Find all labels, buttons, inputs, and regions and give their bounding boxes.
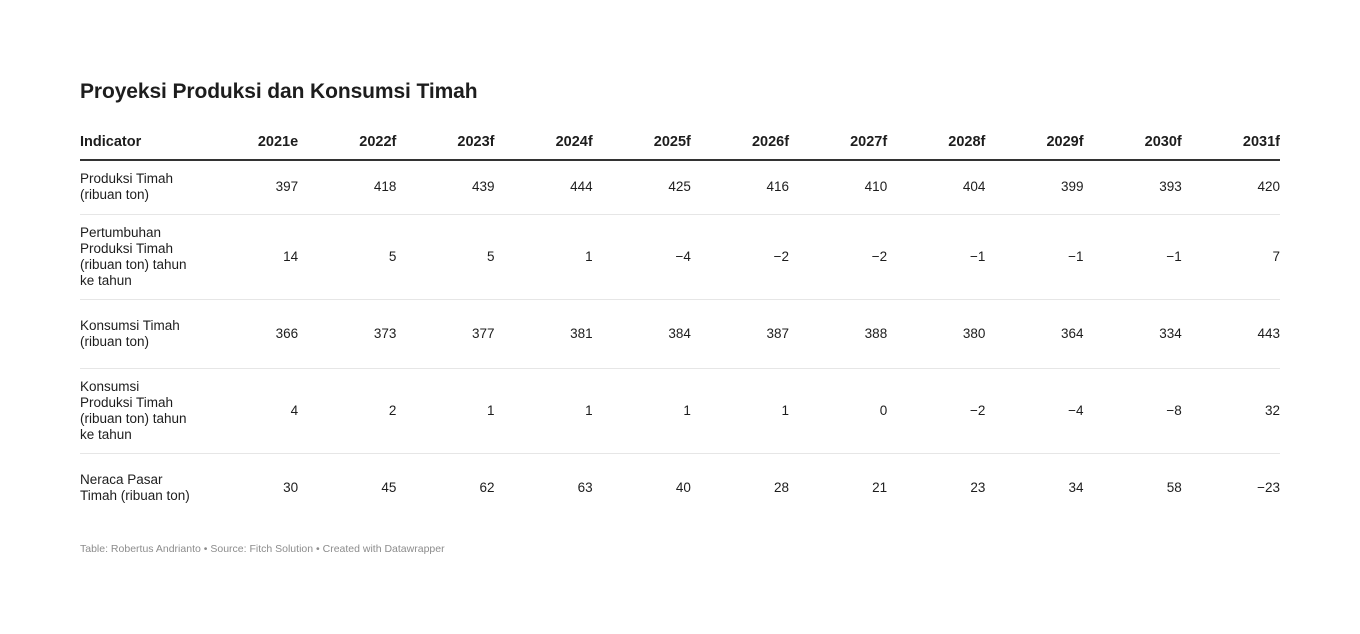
- table-cell-value: 366: [200, 299, 299, 369]
- table-cell-value: 410: [789, 160, 888, 215]
- table-cell-value: 373: [298, 299, 397, 369]
- table-cell-value: 380: [887, 299, 986, 369]
- table-row: Konsumsi Timah (ribuan ton) 366 373 377 381 3…: [80, 299, 1280, 369]
- table-cell-value: 439: [396, 160, 495, 215]
- table-row: Konsumsi Produksi Timah (ribuan ton) tah…: [80, 368, 1280, 454]
- table-cell-value: 404: [887, 160, 986, 215]
- column-header-year: 2027f: [789, 128, 888, 161]
- table-cell-value: 63: [577, 479, 593, 495]
- table-cell-value: −8: [1083, 368, 1182, 454]
- table-cell-value: 381: [494, 299, 593, 369]
- table-cell-value: 62: [479, 479, 495, 495]
- table-cell-value: 387: [690, 299, 790, 369]
- table-cell-value: 28: [774, 479, 790, 495]
- chart-title: Proyeksi Produksi dan Konsumsi Timah: [80, 80, 478, 103]
- table-cell-value: 444: [494, 160, 593, 215]
- table-cell-value: 14: [200, 214, 299, 300]
- table-cell-value: 23: [970, 479, 986, 495]
- table-cell-value: 58: [1166, 479, 1182, 495]
- table-cell-value: 4: [200, 368, 299, 454]
- footer-author: Table: Robertus Andrianto: [80, 543, 201, 555]
- table-row: Produksi Timah (ribuan ton) 397 418 439 444 4…: [80, 160, 1280, 215]
- table-chart: Proyeksi Produksi dan Konsumsi Timah Ind…: [80, 78, 1280, 555]
- table-cell-value: 1: [690, 368, 790, 454]
- table-header: Indicator 2021e 2022f 2023f 2024f 2025f 2026f 2…: [80, 128, 1280, 161]
- table-cell-value: −4: [592, 214, 691, 300]
- table-cell-value: 5: [298, 214, 397, 300]
- table-cell-value: −4: [985, 368, 1084, 454]
- table-cell-value: 2: [298, 368, 397, 454]
- table-cell-value: −23: [1257, 479, 1280, 495]
- footer-tool-link[interactable]: Created with Datawrapper: [322, 543, 445, 555]
- table-cell-value: −2: [789, 214, 888, 300]
- table-cell-value: 384: [592, 299, 691, 369]
- table-cell-value: 40: [675, 479, 691, 495]
- table-cell-value: 425: [592, 160, 691, 215]
- table-cell-value: 1: [592, 368, 691, 454]
- chart-footer: Table: Robertus Andrianto • Source: Fitc…: [80, 543, 1280, 555]
- column-header-year: 2024f: [494, 128, 593, 161]
- column-header-year: 2030f: [1083, 128, 1182, 161]
- data-table: Indicator 2021e 2022f 2023f 2024f 2025f 2026f 2…: [80, 128, 1280, 522]
- row-label: Produksi Timah (ribuan ton): [80, 160, 200, 215]
- footer-source: Source: Fitch Solution: [210, 543, 314, 555]
- footer-separator: •: [203, 543, 208, 555]
- column-header-year: 2026f: [690, 128, 790, 161]
- table-cell-value: 420: [1181, 160, 1280, 215]
- table-cell-value: 34: [1068, 479, 1084, 495]
- table-cell-value: −1: [887, 214, 986, 300]
- table-cell-value: −1: [1083, 214, 1182, 300]
- table-cell-value: 1: [396, 368, 495, 454]
- table-cell-value: −2: [690, 214, 790, 300]
- table-cell-value: 393: [1083, 160, 1182, 215]
- table-cell-value: 399: [985, 160, 1084, 215]
- table-cell-value: −1: [985, 214, 1084, 300]
- column-header-year: 2025f: [592, 128, 691, 161]
- table-cell-value: 1: [494, 368, 593, 454]
- footer-separator: •: [316, 543, 320, 555]
- column-header-year: 2029f: [985, 128, 1084, 161]
- column-header-indicator: Indicator: [80, 128, 200, 161]
- table-cell-value: 7: [1181, 214, 1280, 300]
- table-cell-value: 377: [396, 299, 495, 369]
- column-header-year: 2028f: [887, 128, 986, 161]
- table-cell-value: 5: [396, 214, 495, 300]
- column-header-year: 2031f: [1181, 128, 1280, 161]
- table-cell-value: 45: [381, 479, 397, 495]
- header-row: Indicator 2021e 2022f 2023f 2024f 2025f 2026f 2…: [80, 128, 1280, 161]
- table-cell-value: 418: [298, 160, 397, 215]
- row-label: Konsumsi Produksi Timah (ribuan ton) tah…: [80, 368, 200, 454]
- table-cell-value: 32: [1181, 368, 1280, 454]
- column-header-year: 2021e: [200, 128, 299, 161]
- row-label: Pertumbuhan Produksi Timah (ribuan ton) …: [80, 214, 200, 300]
- table-cell-value: 30: [283, 479, 299, 495]
- table-row: Neraca Pasar Timah (ribuan ton) 30 45 62 63 4…: [80, 453, 1280, 522]
- row-label: Konsumsi Timah (ribuan ton): [80, 299, 200, 369]
- table-cell-value: 334: [1083, 299, 1182, 369]
- table-cell-value: 397: [200, 160, 299, 215]
- table-row: Pertumbuhan Produksi Timah (ribuan ton) …: [80, 214, 1280, 300]
- column-header-year: 2022f: [298, 128, 397, 161]
- table-cell-value: 0: [789, 368, 888, 454]
- column-header-year: 2023f: [396, 128, 495, 161]
- table-body: Produksi Timah (ribuan ton) 397 418 439 444 4…: [80, 160, 1280, 522]
- row-label: Neraca Pasar Timah (ribuan ton): [80, 471, 190, 503]
- table-cell-value: −2: [887, 368, 986, 454]
- table-cell-value: 443: [1181, 299, 1280, 369]
- table-cell-value: 21: [872, 479, 888, 495]
- table-cell-value: 364: [985, 299, 1084, 369]
- table-cell-value: 416: [690, 160, 790, 215]
- table-cell-value: 388: [789, 299, 888, 369]
- table-cell-value: 1: [494, 214, 593, 300]
